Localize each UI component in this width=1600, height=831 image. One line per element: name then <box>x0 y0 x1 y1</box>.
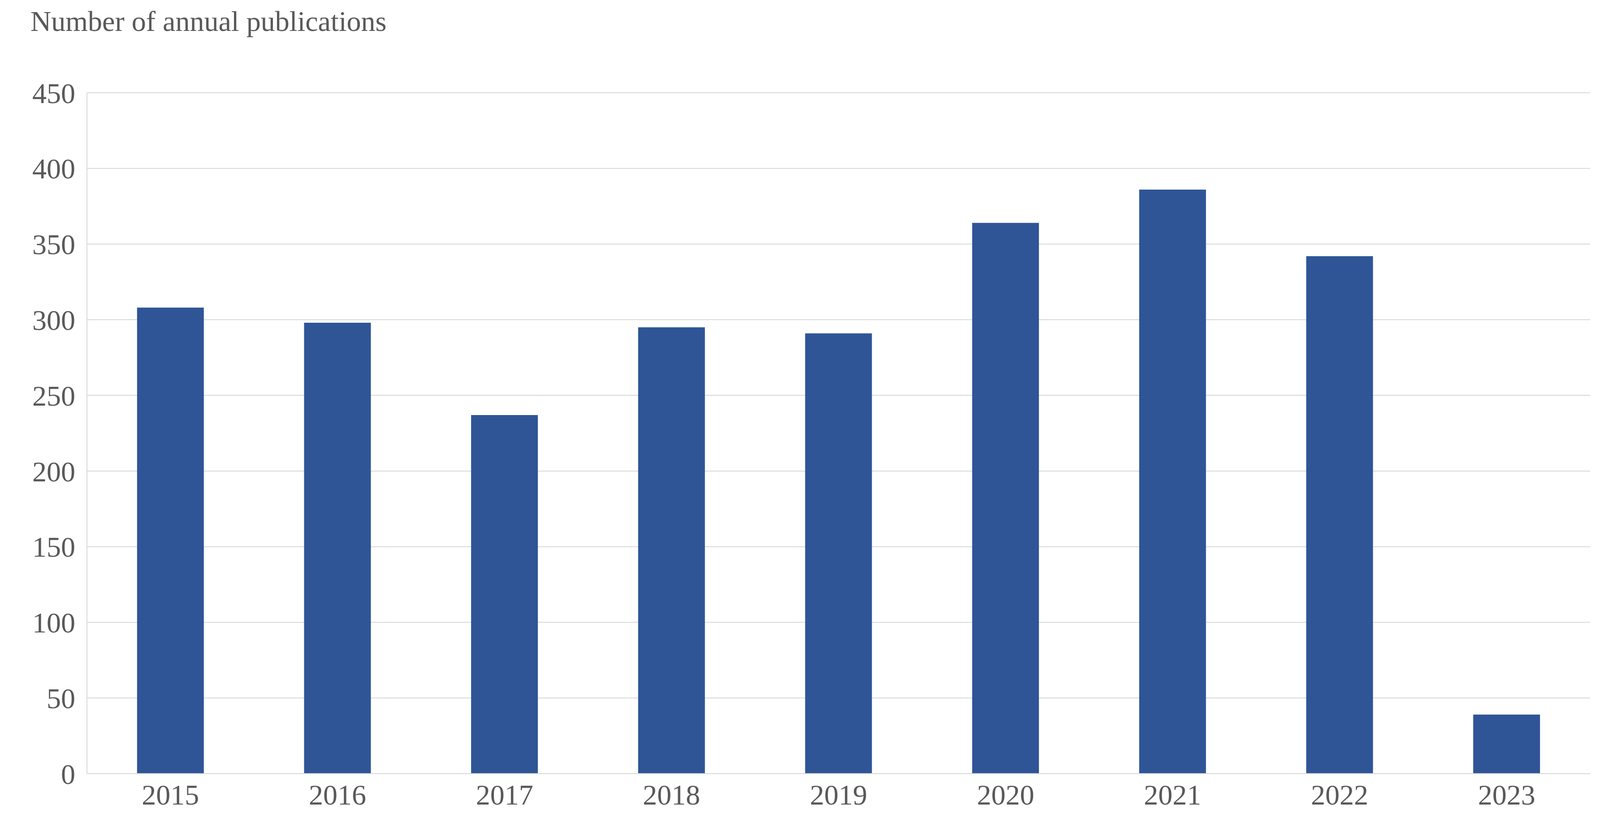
svg-text:2017: 2017 <box>475 778 534 811</box>
svg-text:300: 300 <box>32 304 76 337</box>
svg-text:2020: 2020 <box>977 778 1035 811</box>
svg-text:150: 150 <box>32 531 76 563</box>
svg-text:200: 200 <box>32 455 76 488</box>
svg-text:2023: 2023 <box>1478 778 1536 811</box>
svg-text:2021: 2021 <box>1143 778 1202 811</box>
svg-text:2018: 2018 <box>642 778 701 811</box>
svg-text:2022: 2022 <box>1310 778 1369 811</box>
html-text:Number of annual publications: Number of annual publications <box>30 5 387 38</box>
svg-text:450: 450 <box>32 77 76 110</box>
svg-text:2016: 2016 <box>308 778 367 811</box>
svg-text:2015: 2015 <box>141 778 199 811</box>
svg-text:0: 0 <box>60 758 76 791</box>
svg-text:100: 100 <box>32 606 76 639</box>
svg-text:2019: 2019 <box>809 778 868 811</box>
svg-text:50: 50 <box>46 682 76 715</box>
svg-text:400: 400 <box>32 152 76 185</box>
svg-text:350: 350 <box>32 228 76 261</box>
svg-text:250: 250 <box>32 380 76 412</box>
